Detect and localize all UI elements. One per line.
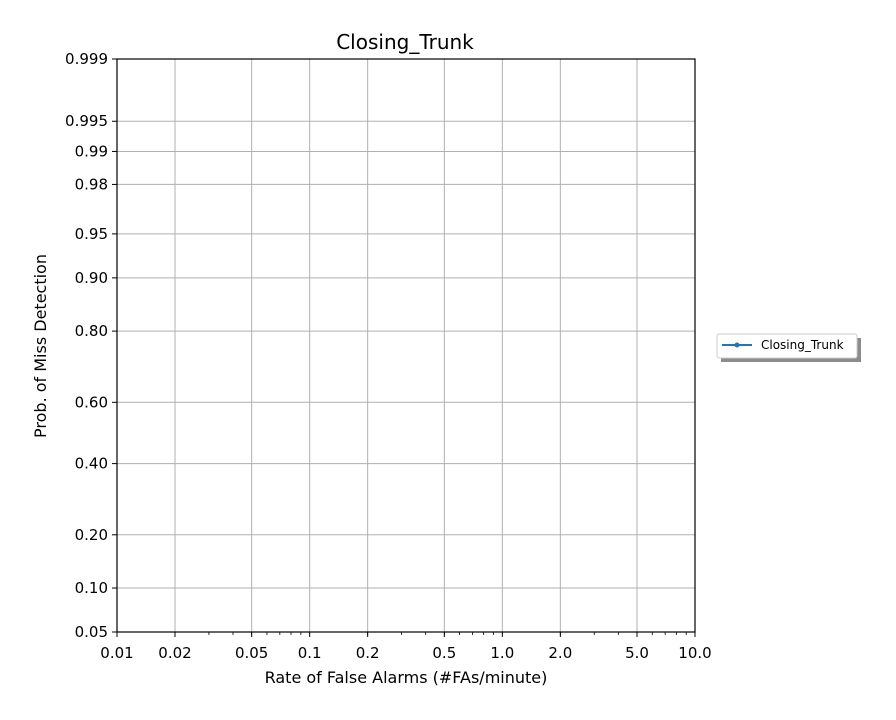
- y-tick-label: 0.10: [75, 579, 108, 597]
- x-tick-label: 0.5: [432, 644, 456, 662]
- y-tick-label: 0.98: [75, 175, 108, 193]
- y-tick-label: 0.95: [75, 225, 108, 243]
- x-tick-label: 0.1: [298, 644, 322, 662]
- x-axis-label: Rate of False Alarms (#FAs/minute): [265, 668, 548, 687]
- legend-series-label: Closing_Trunk: [761, 338, 844, 352]
- y-tick-label: 0.05: [75, 623, 108, 641]
- x-tick-label: 2.0: [548, 644, 572, 662]
- legend-series-marker: [734, 342, 740, 348]
- y-tick-label: 0.60: [75, 393, 108, 411]
- plot-frame: [116, 58, 696, 633]
- y-tick-label: 0.90: [75, 269, 108, 287]
- x-tick-label: 1.0: [490, 644, 514, 662]
- y-axis-label: Prob. of Miss Detection: [31, 254, 50, 438]
- legend-box: [716, 333, 858, 359]
- y-axis-ticks: 0.05 0.10 0.20 0.40 0.60 0.80 0.90 0.95 0.98 0.99…: [65, 50, 117, 641]
- x-tick-label: 5.0: [625, 644, 649, 662]
- x-tick-label: 0.01: [100, 644, 133, 662]
- x-axis-ticks: 0.01 0.02 0.05 0.1 0.2 0.5 1.0 2.0 5.0 10.0: [100, 632, 712, 662]
- legend: Closing_Trunk: [716, 333, 861, 362]
- y-tick-label: 0.99: [75, 142, 108, 160]
- x-tick-label: 0.02: [158, 644, 191, 662]
- y-tick-label: 0.995: [65, 112, 108, 130]
- x-tick-label: 0.05: [235, 644, 268, 662]
- y-tick-label: 0.40: [75, 455, 108, 473]
- y-tick-label: 0.20: [75, 526, 108, 544]
- y-tick-label: 0.80: [75, 322, 108, 340]
- chart-title: Closing_Trunk: [336, 30, 474, 54]
- x-tick-label: 0.2: [356, 644, 380, 662]
- y-tick-label: 0.999: [65, 50, 108, 68]
- x-tick-label: 10.0: [678, 644, 711, 662]
